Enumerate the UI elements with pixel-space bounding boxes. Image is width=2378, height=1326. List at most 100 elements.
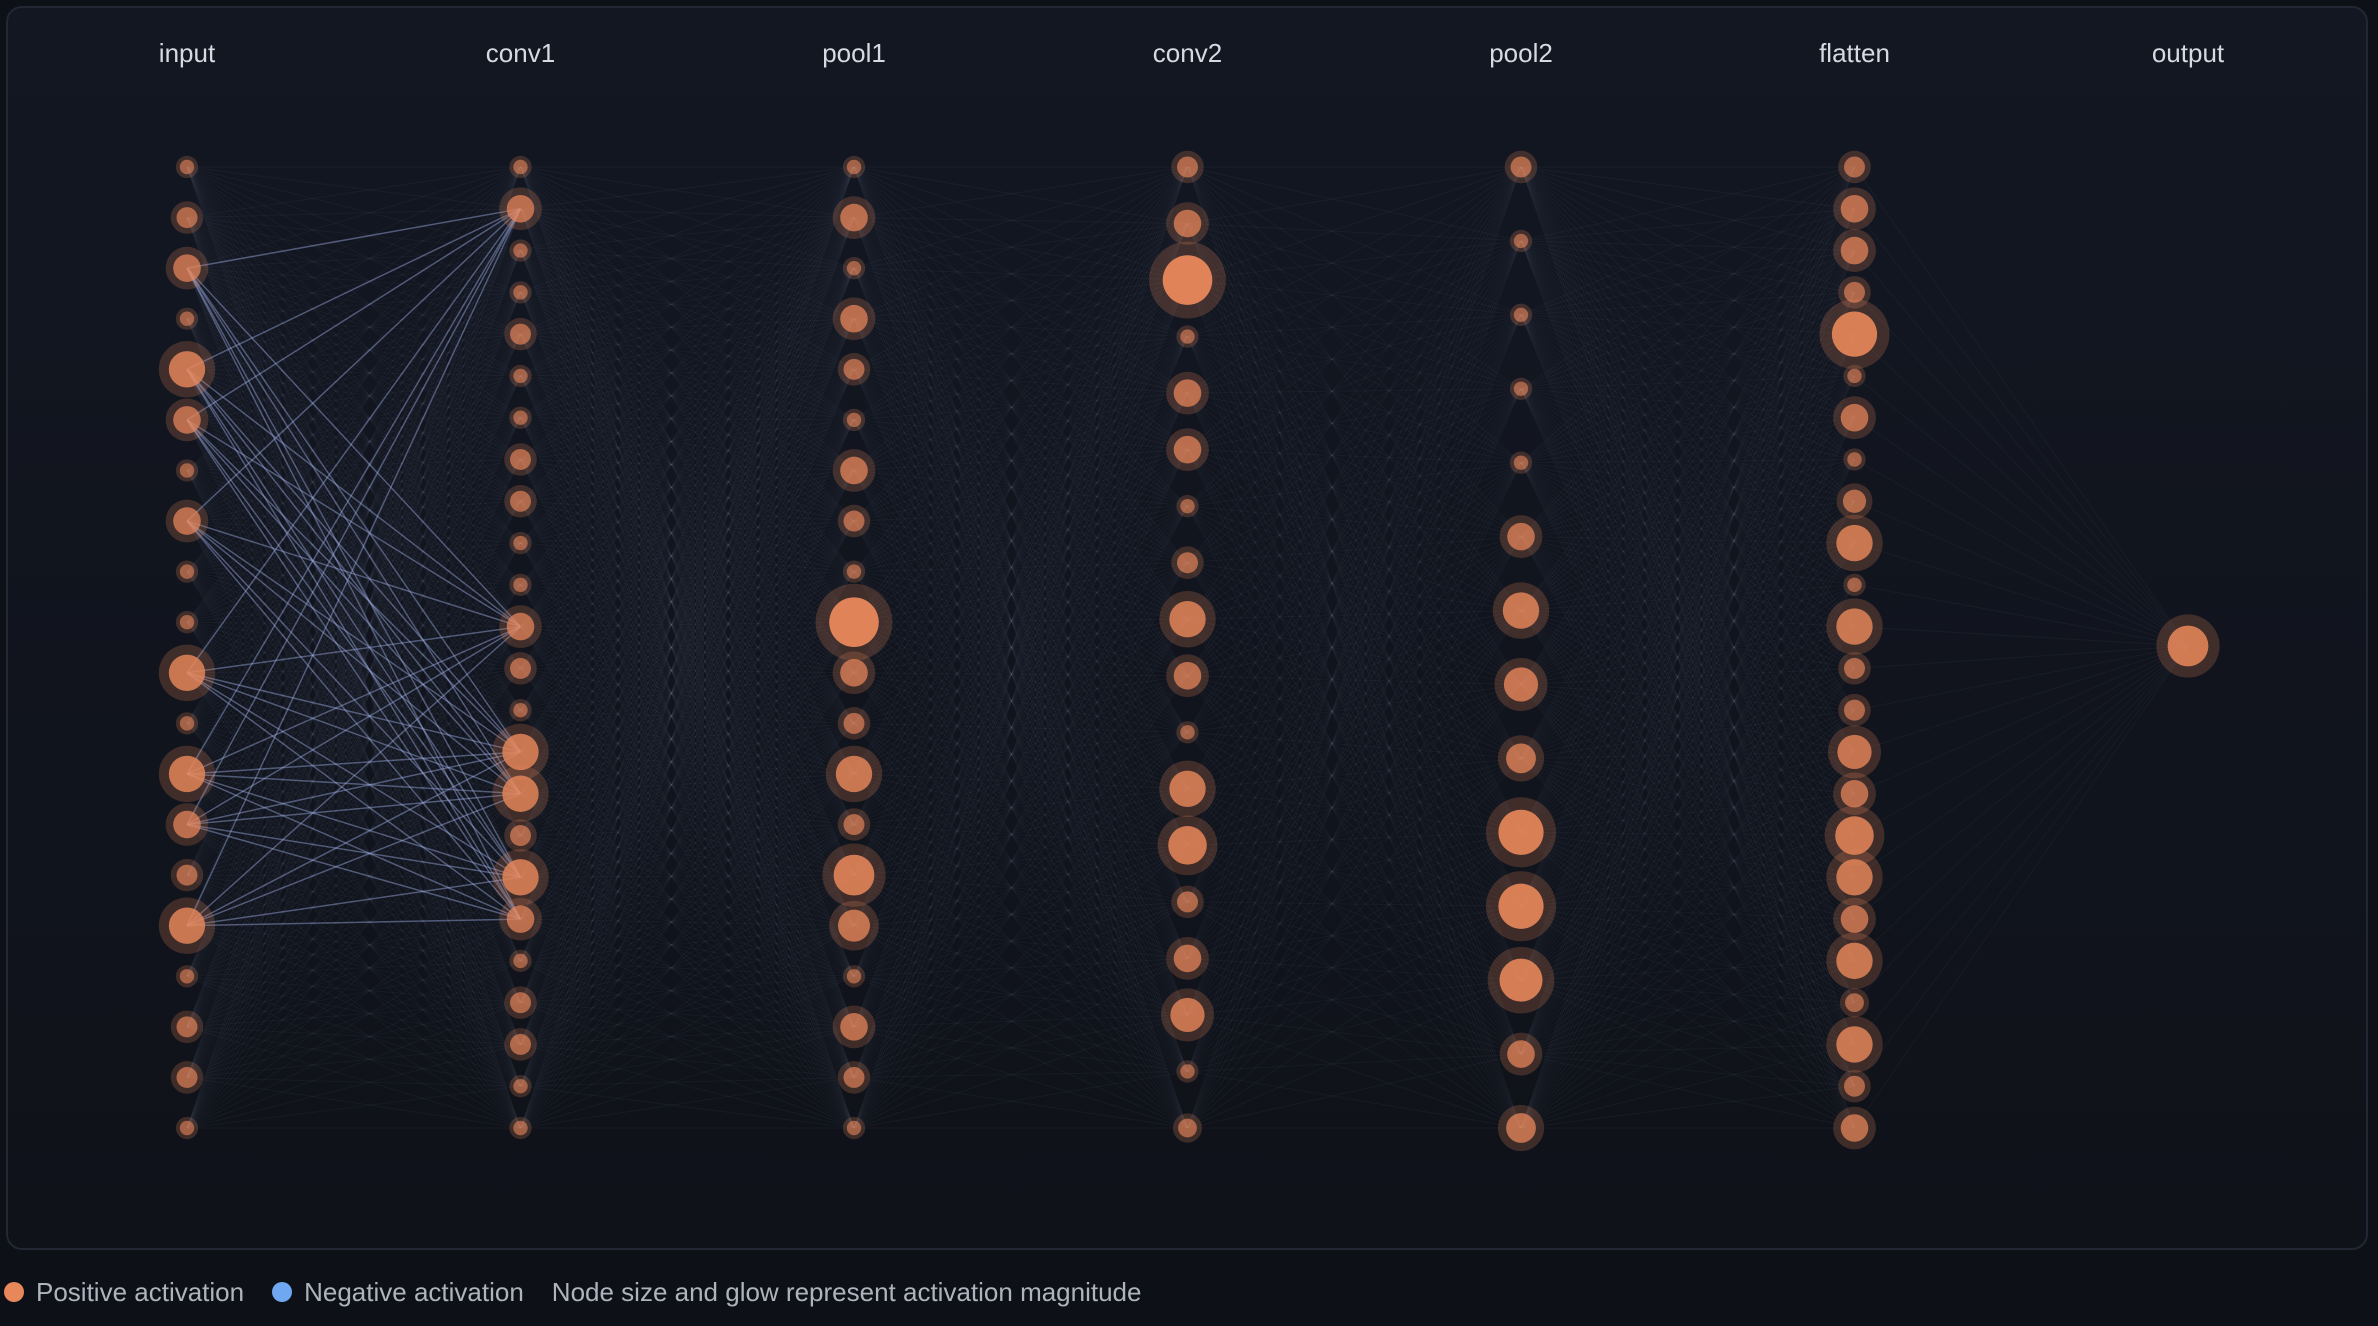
node bbox=[1170, 997, 1205, 1033]
edge bbox=[1187, 314, 1522, 677]
edge bbox=[186, 375, 521, 623]
edge bbox=[186, 823, 521, 879]
edge bbox=[1187, 562, 1522, 612]
edge bbox=[1854, 626, 2189, 647]
edge bbox=[853, 336, 1188, 926]
edge bbox=[186, 470, 521, 920]
edge bbox=[520, 217, 855, 1003]
edge bbox=[520, 542, 855, 573]
edge bbox=[520, 208, 855, 1129]
edge bbox=[1187, 449, 1522, 1129]
edge bbox=[186, 419, 521, 1087]
edge bbox=[186, 793, 521, 1078]
edge bbox=[853, 392, 1188, 522]
edge bbox=[186, 459, 521, 724]
node bbox=[1507, 1040, 1535, 1068]
node bbox=[1836, 524, 1873, 562]
edge bbox=[186, 217, 521, 794]
edge bbox=[1187, 240, 1522, 846]
edge bbox=[1520, 166, 1855, 1129]
edge bbox=[1187, 336, 1522, 907]
edge bbox=[186, 166, 521, 1003]
edge bbox=[853, 318, 1188, 338]
edge bbox=[186, 584, 521, 674]
edge bbox=[1520, 240, 1855, 1003]
edge bbox=[520, 672, 855, 795]
edge bbox=[1187, 166, 1522, 903]
edge bbox=[1520, 240, 1855, 794]
edge bbox=[1520, 626, 1855, 907]
edge bbox=[1520, 831, 1855, 1045]
edge bbox=[1520, 918, 1855, 1055]
edge bbox=[520, 672, 855, 753]
edge bbox=[186, 751, 521, 977]
edge bbox=[1520, 758, 1855, 1129]
edge bbox=[1187, 683, 1522, 733]
edge bbox=[520, 217, 855, 252]
edge bbox=[1520, 684, 1855, 1045]
edge bbox=[1187, 166, 1522, 537]
edge bbox=[853, 449, 1188, 1078]
edge bbox=[520, 166, 855, 794]
edge bbox=[1520, 536, 1855, 920]
edge bbox=[1187, 314, 1522, 1016]
edge bbox=[853, 279, 1188, 724]
edge bbox=[186, 1026, 521, 1045]
edge bbox=[1520, 240, 1855, 669]
edge bbox=[186, 368, 522, 920]
edge bbox=[186, 217, 521, 1087]
edge bbox=[186, 621, 521, 920]
edge bbox=[853, 672, 1188, 1072]
edge bbox=[853, 571, 1188, 733]
edge bbox=[186, 267, 522, 920]
edge bbox=[1187, 388, 1522, 790]
edge bbox=[853, 419, 1188, 733]
edge bbox=[1520, 757, 1855, 920]
edge bbox=[1854, 645, 2189, 1003]
edge bbox=[1520, 375, 1855, 981]
edge bbox=[1854, 333, 2189, 647]
edge bbox=[853, 336, 1188, 1129]
edge bbox=[853, 217, 1188, 225]
edge bbox=[853, 957, 1188, 977]
edge bbox=[1520, 1043, 1855, 1055]
edge bbox=[520, 217, 855, 836]
edge bbox=[520, 876, 855, 977]
edge bbox=[853, 925, 1188, 959]
edge bbox=[1187, 166, 1522, 846]
edge bbox=[1520, 757, 1855, 878]
edge bbox=[520, 542, 855, 724]
edge bbox=[186, 824, 521, 1004]
edge bbox=[853, 449, 1188, 1028]
edge bbox=[1520, 240, 1855, 335]
edge bbox=[186, 250, 521, 1028]
edge bbox=[1520, 240, 1855, 836]
edge bbox=[853, 621, 1188, 959]
edge bbox=[853, 392, 1188, 573]
node bbox=[840, 203, 868, 232]
edge bbox=[1187, 166, 1522, 907]
edge bbox=[853, 449, 1188, 522]
edge bbox=[1187, 388, 1522, 846]
edge bbox=[520, 520, 855, 628]
edge bbox=[853, 571, 1188, 959]
edge bbox=[853, 279, 1188, 876]
edge bbox=[1187, 610, 1522, 1016]
edge bbox=[520, 520, 855, 920]
edge bbox=[520, 709, 855, 724]
edge bbox=[520, 166, 855, 522]
edge bbox=[186, 166, 521, 293]
edge bbox=[186, 368, 521, 628]
edge bbox=[186, 333, 521, 825]
edge bbox=[186, 960, 521, 1129]
edge bbox=[520, 166, 855, 293]
edge bbox=[1187, 223, 1522, 390]
edge bbox=[186, 500, 521, 825]
edge bbox=[1520, 291, 1855, 538]
edge bbox=[1187, 223, 1522, 1129]
edge bbox=[186, 925, 521, 1045]
edge bbox=[186, 625, 521, 775]
edge bbox=[853, 392, 1188, 674]
edge bbox=[186, 459, 521, 674]
edge bbox=[853, 419, 1188, 903]
